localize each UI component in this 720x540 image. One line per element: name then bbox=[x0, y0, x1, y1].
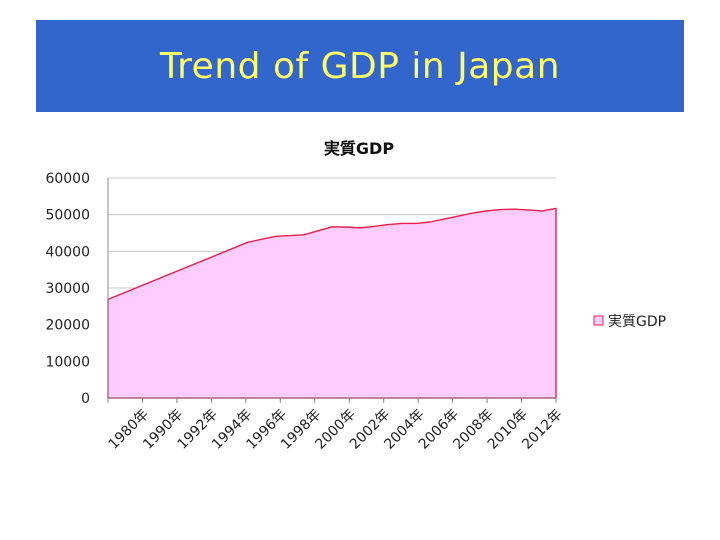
y-tick-label: 10000 bbox=[45, 354, 90, 370]
slide-title: Trend of GDP in Japan bbox=[159, 45, 561, 87]
y-tick-label: 20000 bbox=[45, 318, 90, 334]
y-tick-label: 0 bbox=[81, 391, 90, 407]
legend-label: 実質GDP bbox=[608, 314, 666, 330]
y-tick-label: 40000 bbox=[45, 244, 90, 260]
y-tick-label: 30000 bbox=[45, 281, 90, 297]
y-tick-label: 60000 bbox=[45, 171, 90, 187]
title-banner: Trend of GDP in Japan bbox=[36, 20, 684, 112]
legend-swatch bbox=[593, 315, 604, 326]
y-tick-label: 50000 bbox=[45, 208, 90, 224]
chart-title: 実質GDP bbox=[324, 139, 394, 158]
series-area bbox=[108, 208, 556, 398]
series-outline bbox=[107, 207, 557, 399]
